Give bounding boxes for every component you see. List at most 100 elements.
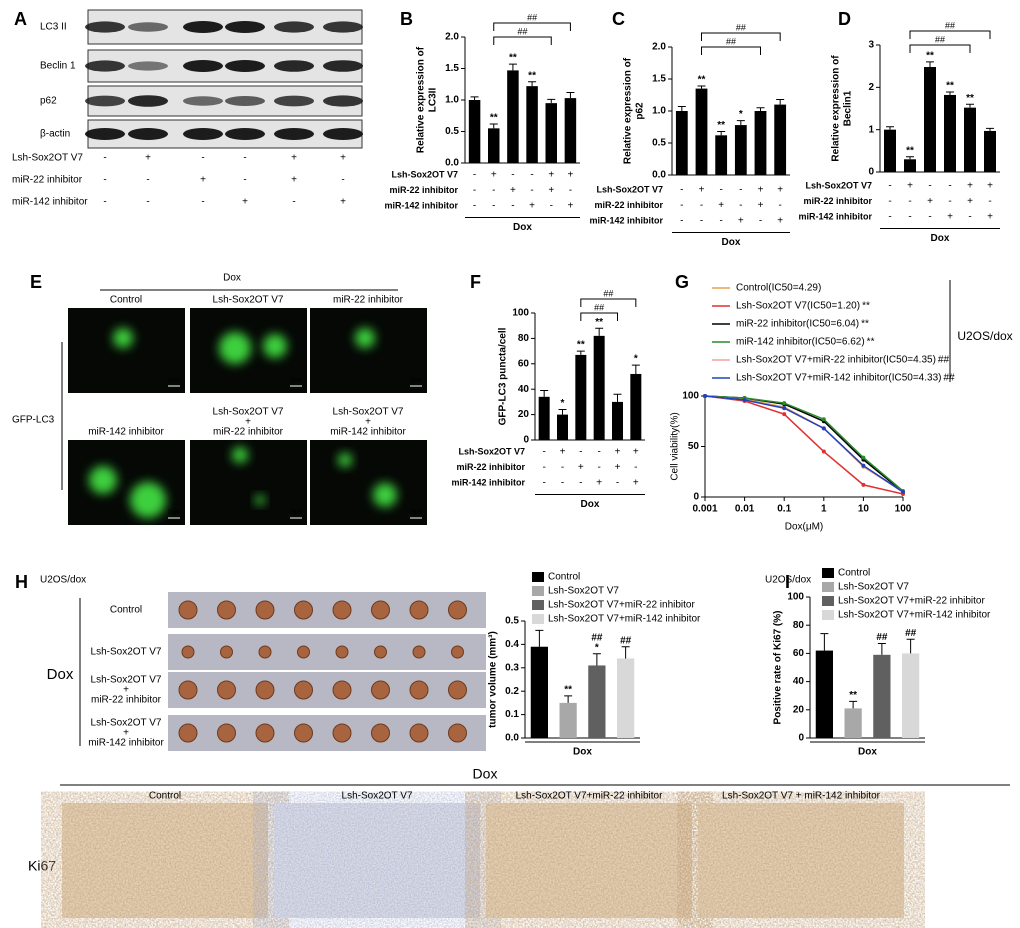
treatment-sign: + [927, 196, 933, 207]
treatment-sign: - [597, 447, 600, 458]
x-tick-label: 0.01 [735, 504, 755, 515]
blot-band [225, 21, 265, 33]
point [861, 482, 866, 487]
x-tick-label: 100 [895, 504, 912, 515]
blot-band [323, 60, 363, 72]
y-tick-label: 0 [693, 492, 699, 503]
y-axis-label: p62 [635, 102, 646, 120]
cell-signal [232, 447, 248, 463]
cell-signal [255, 495, 265, 505]
point [821, 417, 826, 422]
point [861, 463, 866, 468]
bar [904, 159, 916, 172]
legend-label: Control(IC50=4.29) [736, 283, 821, 294]
legend-label: Lsh-Sox2OT V7+miR-142 inhibitor(IC50=4.3… [736, 373, 941, 384]
ihc-image [698, 803, 904, 918]
error-bar [677, 106, 686, 111]
bar [538, 396, 550, 440]
treatment-sign: - [928, 212, 931, 223]
treatment-sign: - [888, 196, 891, 207]
legend-swatch [822, 596, 834, 606]
y-tick-label: 20 [793, 704, 805, 715]
treatment-sign: + [615, 447, 621, 458]
bar [984, 130, 996, 172]
treatment-sign: + [560, 447, 566, 458]
tumor [371, 680, 390, 700]
tumor [409, 680, 429, 700]
tumor [371, 600, 390, 620]
blot-band [183, 128, 223, 140]
treatment-label: miR-142 inhibitor [798, 211, 872, 221]
bar [884, 129, 896, 172]
significance: ## [876, 632, 888, 643]
fluorescence-image [68, 440, 185, 525]
bar [488, 128, 500, 163]
error-bar [547, 98, 556, 104]
treatment-sign: - [542, 462, 545, 473]
subtitle: U2OS/dox [765, 575, 811, 586]
point [703, 394, 707, 398]
image-label: Lsh-Sox2OT V7+miR-22 inhibitor [516, 791, 663, 802]
legend-swatch [532, 600, 544, 610]
y-tick-label: 2.0 [652, 42, 666, 53]
blot-band-label: β-actin [40, 129, 70, 140]
significance: ** [717, 120, 725, 131]
treatment-sign: - [700, 216, 703, 227]
treatment-sign: - [948, 181, 951, 192]
ihc-image [274, 803, 480, 918]
tumor [178, 680, 198, 700]
significance: ** [577, 340, 585, 351]
y-tick-label: 0.5 [652, 138, 666, 149]
legend-mark: ** [862, 301, 870, 312]
significance: ** [509, 53, 517, 64]
significance: ** [490, 113, 498, 124]
error-bar [886, 126, 894, 130]
legend-label: Lsh-Sox2OT V7 [548, 586, 619, 597]
error-bar [508, 63, 517, 71]
tumor [451, 645, 464, 659]
tumor [294, 680, 313, 700]
blot-band [323, 95, 363, 107]
tumor [412, 645, 426, 659]
y-tick-label: 0 [798, 733, 804, 744]
error-bar [946, 91, 954, 95]
legend-label: Lsh-Sox2OT V7+miR-142 inhibitor [548, 614, 701, 625]
blot-band [128, 61, 168, 71]
treatment-sign: + [567, 201, 573, 212]
treatment-sign: - [700, 200, 703, 211]
blot-band-label: LC3 II [40, 22, 67, 33]
treatment-sign: - [511, 201, 514, 212]
treatment-sign: + [947, 212, 953, 223]
bracket-label: ## [945, 20, 955, 30]
image-label: + [245, 417, 251, 428]
treatment-sign: - [579, 478, 582, 489]
x-tick-label: 1 [821, 504, 827, 515]
x-axis-label: Dox [573, 747, 592, 758]
treatment-sign: + [548, 170, 554, 181]
treatment-sign: - [968, 212, 971, 223]
treatment-sign: - [616, 478, 619, 489]
error-bar [849, 700, 858, 709]
bracket [909, 44, 971, 53]
treatment-label: miR-142 inhibitor [12, 197, 88, 208]
blot-band [183, 21, 223, 33]
y-tick-label: 1.0 [445, 95, 459, 106]
y-tick-label: 80 [793, 620, 805, 631]
legend-label: Lsh-Sox2OT V7+miR-142 inhibitor [838, 610, 991, 621]
error-bar [906, 638, 915, 654]
bracket-label: ## [603, 288, 613, 298]
y-tick-label: 60 [793, 648, 805, 659]
treatment-sign: - [719, 185, 722, 196]
x-axis-label: Dox [513, 222, 532, 233]
treatment-sign: - [530, 170, 533, 181]
row-label: Ki67 [28, 858, 56, 874]
scale-label: 20μM [410, 509, 423, 515]
image-label: Lsh-Sox2OT V7 + miR-142 inhibitor [722, 791, 881, 802]
blot-band [323, 128, 363, 140]
y-tick-label: 0 [523, 435, 529, 446]
bar [593, 335, 605, 440]
legend-swatch [822, 610, 834, 620]
bracket [701, 46, 761, 55]
tumor [409, 600, 429, 620]
treatment-sign: + [242, 197, 248, 208]
